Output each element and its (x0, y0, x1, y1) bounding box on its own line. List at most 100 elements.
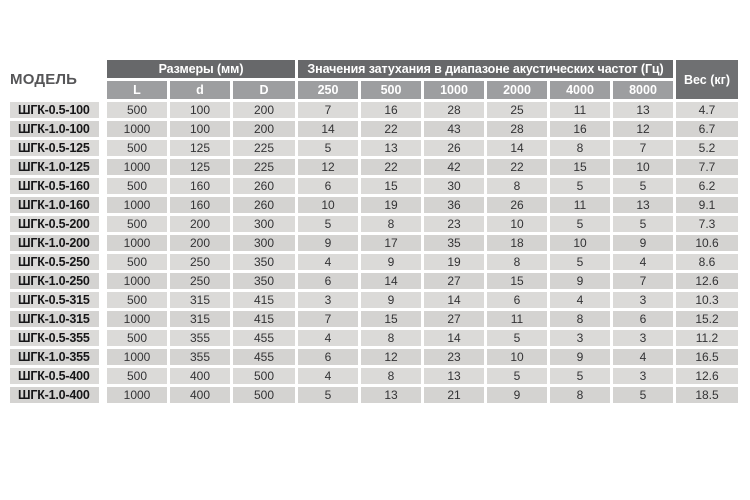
attenuation-cell: 12 (613, 121, 673, 137)
table-row: ШГК-1.0-200 1000 200 300 9 17 35 18 10 9 10.6 (10, 235, 738, 251)
attenuation-cell: 25 (487, 102, 547, 118)
attenuation-cell: 3 (613, 368, 673, 384)
attenuation-cell: 8 (487, 178, 547, 194)
attenuation-cell: 9 (361, 254, 421, 270)
attenuation-cell: 8 (361, 368, 421, 384)
table-row: ШГК-1.0-160 1000 160 260 10 19 36 26 11 13 9.1 (10, 197, 738, 213)
dimension-cell: 200 (170, 235, 230, 251)
attenuation-cell: 23 (424, 216, 484, 232)
dimension-cell: 315 (170, 311, 230, 327)
dimension-cell: 1000 (107, 197, 167, 213)
frequency-column-500: 500 (361, 81, 421, 99)
attenuation-cell: 4 (613, 254, 673, 270)
attenuation-cell: 5 (550, 178, 610, 194)
dimension-cell: 400 (170, 387, 230, 403)
attenuation-cell: 8 (487, 254, 547, 270)
attenuation-cell: 7 (613, 273, 673, 289)
attenuation-cell: 28 (424, 102, 484, 118)
table-row: ШГК-0.5-355 500 355 455 4 8 14 5 3 3 11.2 (10, 330, 738, 346)
dimension-cell: 1000 (107, 311, 167, 327)
attenuation-cell: 15 (361, 311, 421, 327)
dimension-cell: 250 (170, 254, 230, 270)
attenuation-cell: 13 (424, 368, 484, 384)
attenuation-cell: 30 (424, 178, 484, 194)
attenuation-cell: 15 (487, 273, 547, 289)
attenuation-cell: 35 (424, 235, 484, 251)
attenuation-cell: 6 (298, 273, 358, 289)
weight-cell: 6.7 (676, 121, 738, 137)
dimension-cell: 100 (170, 102, 230, 118)
attenuation-cell: 16 (550, 121, 610, 137)
dimension-cell: 500 (107, 292, 167, 308)
attenuation-cell: 26 (424, 140, 484, 156)
model-cell: ШГК-1.0-250 (10, 273, 104, 289)
model-cell: ШГК-1.0-400 (10, 387, 104, 403)
attenuation-cell: 36 (424, 197, 484, 213)
dimension-cell: 200 (233, 121, 295, 137)
table-row: ШГК-0.5-315 500 315 415 3 9 14 6 4 3 10.3 (10, 292, 738, 308)
attenuation-cell: 4 (298, 254, 358, 270)
frequency-column-2000: 2000 (487, 81, 547, 99)
attenuation-cell: 10 (298, 197, 358, 213)
attenuation-cell: 11 (550, 197, 610, 213)
dimension-cell: 355 (170, 330, 230, 346)
dimension-cell: 455 (233, 349, 295, 365)
attenuation-group-header: Значения затухания в диапазоне акустичес… (298, 60, 673, 78)
dimension-cell: 500 (107, 330, 167, 346)
dimension-cell: 100 (170, 121, 230, 137)
subheader-row: L d D 250 500 1000 2000 4000 8000 (10, 81, 738, 99)
attenuation-cell: 12 (361, 349, 421, 365)
dimension-cell: 500 (233, 368, 295, 384)
dimension-cell: 415 (233, 292, 295, 308)
frequency-column-4000: 4000 (550, 81, 610, 99)
dimension-cell: 400 (170, 368, 230, 384)
dimension-cell: 250 (170, 273, 230, 289)
dimension-cell: 1000 (107, 235, 167, 251)
attenuation-cell: 5 (613, 178, 673, 194)
attenuation-cell: 22 (361, 159, 421, 175)
dimension-column-D: D (233, 81, 295, 99)
weight-cell: 6.2 (676, 178, 738, 194)
model-cell: ШГК-0.5-250 (10, 254, 104, 270)
dimension-cell: 350 (233, 254, 295, 270)
table-row: ШГК-1.0-355 1000 355 455 6 12 23 10 9 4 16.5 (10, 349, 738, 365)
weight-cell: 9.1 (676, 197, 738, 213)
attenuation-cell: 4 (613, 349, 673, 365)
weight-cell: 12.6 (676, 368, 738, 384)
dimension-cell: 415 (233, 311, 295, 327)
dimension-cell: 500 (233, 387, 295, 403)
model-cell: ШГК-0.5-200 (10, 216, 104, 232)
attenuation-cell: 14 (298, 121, 358, 137)
dimension-cell: 350 (233, 273, 295, 289)
dimension-cell: 1000 (107, 121, 167, 137)
attenuation-cell: 9 (550, 273, 610, 289)
attenuation-cell: 4 (298, 330, 358, 346)
attenuation-cell: 13 (613, 197, 673, 213)
attenuation-cell: 5 (487, 330, 547, 346)
weight-cell: 12.6 (676, 273, 738, 289)
dimension-cell: 225 (233, 159, 295, 175)
table-row: ШГК-1.0-125 1000 125 225 12 22 42 22 15 10 7.7 (10, 159, 738, 175)
model-cell: ШГК-0.5-400 (10, 368, 104, 384)
attenuation-cell: 8 (361, 216, 421, 232)
dimension-cell: 300 (233, 235, 295, 251)
dimension-cell: 160 (170, 197, 230, 213)
weight-cell: 16.5 (676, 349, 738, 365)
attenuation-cell: 5 (298, 140, 358, 156)
attenuation-cell: 22 (487, 159, 547, 175)
attenuation-cell: 14 (361, 273, 421, 289)
table-body: ШГК-0.5-100 500 100 200 7 16 28 25 11 13 4.7 ШГК-1.… (10, 102, 738, 403)
attenuation-cell: 27 (424, 311, 484, 327)
table-row: ШГК-1.0-400 1000 400 500 5 13 21 9 8 5 18.5 (10, 387, 738, 403)
table-row: ШГК-0.5-200 500 200 300 5 8 23 10 5 5 7.3 (10, 216, 738, 232)
attenuation-cell: 13 (613, 102, 673, 118)
model-cell: ШГК-1.0-200 (10, 235, 104, 251)
attenuation-cell: 14 (424, 330, 484, 346)
attenuation-cell: 5 (487, 368, 547, 384)
dimension-cell: 500 (107, 368, 167, 384)
weight-cell: 10.3 (676, 292, 738, 308)
attenuation-cell: 5 (550, 368, 610, 384)
weight-cell: 15.2 (676, 311, 738, 327)
model-cell: ШГК-1.0-100 (10, 121, 104, 137)
dimension-cell: 500 (107, 140, 167, 156)
